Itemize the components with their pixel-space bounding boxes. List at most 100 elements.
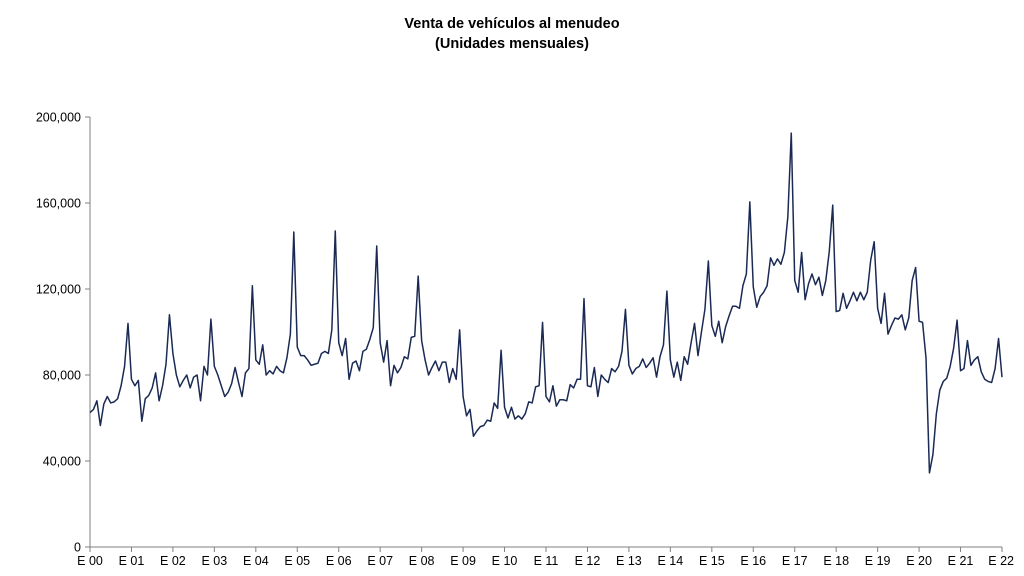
data-point	[255, 359, 257, 361]
data-point	[635, 368, 637, 370]
data-point	[708, 260, 710, 262]
data-point	[383, 361, 385, 363]
data-point	[956, 319, 958, 321]
x-tick-label: E 02	[160, 554, 186, 568]
data-point	[410, 337, 412, 339]
x-tick-label: E 21	[948, 554, 974, 568]
data-point	[528, 401, 530, 403]
x-tick-label: E 12	[575, 554, 601, 568]
data-point	[818, 276, 820, 278]
x-tick-label: E 03	[202, 554, 228, 568]
data-point	[870, 259, 872, 261]
data-point	[366, 348, 368, 350]
data-point	[618, 366, 620, 368]
data-point	[435, 360, 437, 362]
data-point	[918, 320, 920, 322]
data-point	[915, 267, 917, 269]
data-point	[587, 385, 589, 387]
data-point	[604, 379, 606, 381]
data-point	[780, 263, 782, 265]
x-tick-label: E 04	[243, 554, 269, 568]
data-point	[328, 353, 330, 355]
data-point	[725, 326, 727, 328]
data-point	[946, 377, 948, 379]
data-point	[790, 132, 792, 134]
data-point	[704, 309, 706, 311]
data-point	[808, 283, 810, 285]
data-point	[452, 368, 454, 370]
data-point	[873, 241, 875, 243]
series-group	[89, 132, 1003, 474]
data-point	[711, 325, 713, 327]
data-point	[659, 356, 661, 358]
data-point	[207, 374, 209, 376]
data-point	[466, 415, 468, 417]
data-point	[497, 408, 499, 410]
data-point	[286, 357, 288, 359]
data-point	[856, 300, 858, 302]
data-point	[759, 296, 761, 298]
data-point	[863, 299, 865, 301]
data-point	[431, 367, 433, 369]
data-point	[407, 358, 409, 360]
data-point	[424, 359, 426, 361]
data-point	[210, 318, 212, 320]
data-point	[203, 366, 205, 368]
data-point	[224, 396, 226, 398]
data-point	[676, 361, 678, 363]
data-point	[238, 382, 240, 384]
data-point	[797, 291, 799, 293]
data-point	[169, 314, 171, 316]
data-point	[649, 362, 651, 364]
data-point	[756, 306, 758, 308]
data-point	[290, 333, 292, 335]
data-point	[828, 251, 830, 253]
chart-title: Venta de vehículos al menudeo	[404, 16, 620, 32]
data-point	[690, 342, 692, 344]
data-point	[269, 370, 271, 372]
data-point	[922, 322, 924, 324]
data-point	[500, 349, 502, 351]
data-point	[908, 317, 910, 319]
data-point	[787, 216, 789, 218]
data-point	[987, 381, 989, 383]
data-point	[331, 329, 333, 331]
data-point	[994, 368, 996, 370]
x-tick-label: E 08	[409, 554, 435, 568]
data-point	[583, 298, 585, 300]
data-point	[656, 376, 658, 378]
data-point	[670, 359, 672, 361]
data-point	[258, 363, 260, 365]
data-point	[348, 379, 350, 381]
data-point	[953, 347, 955, 349]
data-point	[535, 386, 537, 388]
data-point	[352, 362, 354, 364]
data-point	[124, 366, 126, 368]
data-point	[549, 401, 551, 403]
x-tick-label: E 06	[326, 554, 352, 568]
data-point	[321, 353, 323, 355]
data-point	[884, 293, 886, 295]
x-tick-label: E 00	[77, 554, 103, 568]
data-point	[117, 398, 119, 400]
data-point	[822, 295, 824, 297]
data-point	[448, 382, 450, 384]
data-point	[860, 291, 862, 293]
data-point	[542, 322, 544, 324]
data-point	[182, 380, 184, 382]
data-point	[438, 370, 440, 372]
data-point	[898, 318, 900, 320]
data-point	[642, 358, 644, 360]
data-point	[569, 384, 571, 386]
data-point	[939, 389, 941, 391]
data-point	[832, 204, 834, 206]
data-point	[131, 379, 133, 381]
data-point	[960, 370, 962, 372]
data-point	[673, 376, 675, 378]
y-axis: 0 40,000 80,000 120,000 160,000 200,000	[36, 111, 91, 555]
data-point	[742, 285, 744, 287]
data-point	[314, 363, 316, 365]
data-point	[521, 418, 523, 420]
data-point	[866, 291, 868, 293]
